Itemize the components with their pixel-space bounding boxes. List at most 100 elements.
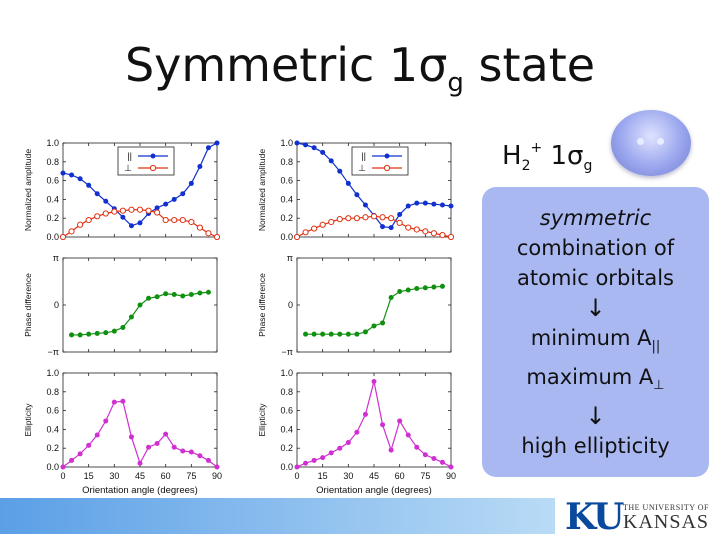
- legend-label: ||: [127, 151, 132, 161]
- data-point: [146, 295, 152, 301]
- data-point: [86, 331, 92, 337]
- y-tick-label: −π: [282, 347, 293, 357]
- data-point: [120, 398, 126, 404]
- data-point: [163, 431, 169, 437]
- data-point: [345, 440, 351, 446]
- series-line-phase: [71, 291, 209, 336]
- logo-big-text: KANSAS: [623, 511, 710, 533]
- legend-box: [117, 146, 175, 176]
- x-tick-label: 60: [395, 471, 405, 481]
- chart-panel-left-phase: −π 0 π Phase difference: [23, 253, 218, 357]
- x-tick-label: 0: [60, 471, 65, 481]
- data-point: [388, 447, 394, 453]
- data-point: [430, 230, 437, 237]
- data-point: [414, 200, 420, 206]
- data-point: [94, 191, 100, 197]
- y-tick-label: 1.0: [280, 368, 293, 378]
- legend-label: ⊥: [124, 163, 132, 173]
- legend-label: ||: [361, 151, 366, 161]
- chart-panel-right-ellipticity: 0.0 0.2 0.4 0.6 0.8 1.0 0 15 30 45 60 75 90 Elliptici…: [257, 368, 456, 496]
- data-point: [137, 220, 143, 226]
- x-tick-label: 75: [420, 471, 430, 481]
- x-tick-label: 90: [212, 471, 222, 481]
- data-point: [180, 448, 186, 454]
- y-axis-label: Phase difference: [23, 273, 33, 337]
- down-arrow-icon: ↓: [585, 402, 606, 431]
- data-point: [380, 422, 386, 428]
- data-point: [154, 294, 160, 300]
- footer-bar: [0, 498, 555, 534]
- legend-marker: [149, 164, 157, 172]
- down-arrow-icon: ↓: [585, 294, 606, 322]
- data-point: [431, 456, 437, 462]
- data-point: [293, 233, 301, 241]
- data-point: [345, 180, 351, 186]
- title-tail: state: [463, 38, 596, 92]
- data-point: [171, 216, 178, 224]
- y-tick-label: 0.4: [280, 194, 293, 204]
- data-point: [85, 216, 92, 224]
- data-point: [69, 172, 75, 178]
- data-point: [320, 331, 326, 337]
- chart-grid: 0.0 0.2 0.4 0.6 0.8 1.0 Normalized amplitude ||…: [23, 138, 456, 496]
- title-main: Symmetric 1σ: [124, 38, 448, 92]
- data-point: [128, 223, 134, 229]
- data-point: [379, 214, 386, 221]
- explain-line-ellipticity: high ellipticity: [521, 434, 670, 459]
- data-point: [336, 216, 343, 223]
- x-tick-label: 60: [161, 471, 171, 481]
- data-point: [371, 378, 377, 384]
- data-point: [311, 225, 318, 232]
- logo-small-text: THE UNIVERSITY OF: [623, 503, 709, 512]
- data-point: [77, 332, 83, 338]
- data-point: [154, 205, 160, 211]
- data-point: [119, 207, 126, 214]
- nucleus-dot: [657, 138, 664, 145]
- data-point: [311, 457, 317, 463]
- y-tick-label: 0.6: [280, 406, 293, 416]
- data-point: [302, 229, 309, 236]
- data-point: [362, 214, 369, 221]
- data-point: [320, 455, 326, 461]
- y-tick-label: 1.0: [280, 138, 293, 148]
- data-point: [303, 331, 309, 337]
- x-tick-label: 30: [343, 471, 353, 481]
- data-point: [448, 464, 454, 470]
- data-point: [328, 450, 334, 456]
- data-point: [388, 215, 395, 222]
- data-point: [405, 224, 412, 231]
- y-axis-label: Ellipticity: [257, 403, 267, 437]
- data-point: [448, 203, 454, 209]
- y-tick-label: 1.0: [46, 368, 59, 378]
- data-point: [337, 168, 343, 174]
- data-point: [397, 211, 403, 217]
- data-point: [337, 331, 343, 337]
- data-point: [102, 210, 109, 217]
- data-point: [60, 464, 66, 470]
- data-point: [422, 200, 428, 206]
- x-tick-label: 15: [318, 471, 328, 481]
- data-point: [197, 453, 203, 459]
- y-tick-label: 0.2: [280, 443, 293, 453]
- molecule-orbital-sub: g: [583, 158, 593, 174]
- data-point: [77, 176, 83, 182]
- explain-line-orbitals: atomic orbitals: [517, 266, 674, 290]
- legend-marker: [384, 153, 390, 159]
- data-point: [214, 464, 220, 470]
- y-tick-label: 0: [54, 300, 59, 310]
- data-point: [388, 295, 394, 301]
- orbital-image: [611, 110, 691, 176]
- data-point: [94, 330, 100, 336]
- data-point: [171, 196, 177, 202]
- data-point: [397, 418, 403, 424]
- x-tick-label: 0: [294, 471, 299, 481]
- data-point: [422, 285, 428, 291]
- y-tick-label: 0.0: [46, 462, 59, 472]
- data-point: [154, 441, 160, 446]
- data-point: [328, 218, 335, 226]
- chart-panel-left-ellipticity: 0.0 0.2 0.4 0.6 0.8 1.0 0 15 30 45 60 75 90 Elliptici…: [23, 368, 222, 496]
- x-axis-label: Orientation angle (degrees): [82, 485, 198, 496]
- data-point: [205, 457, 211, 463]
- y-axis-label: Normalized amplitude: [257, 149, 267, 231]
- y-tick-label: 0.0: [46, 232, 59, 242]
